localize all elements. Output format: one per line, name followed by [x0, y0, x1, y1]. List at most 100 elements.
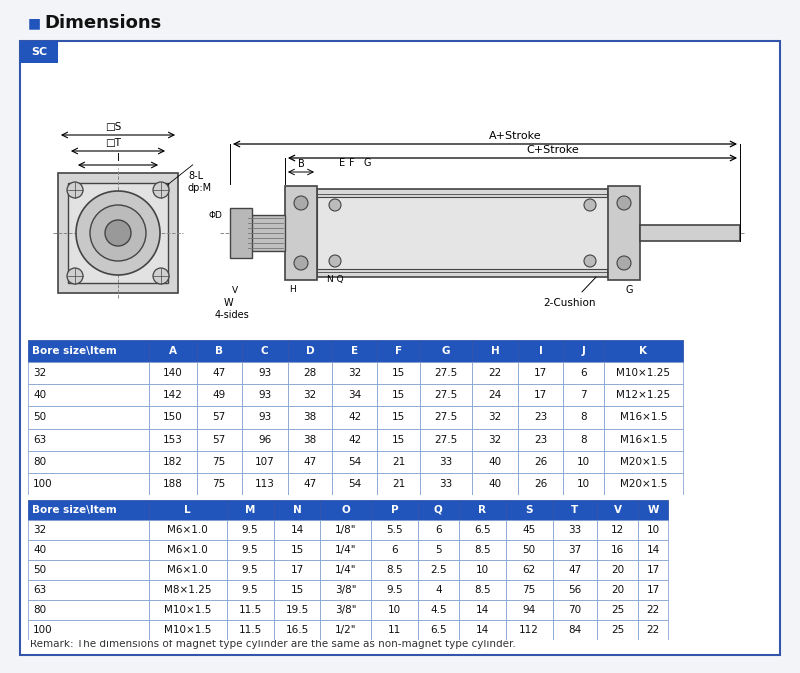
Text: V: V	[614, 505, 622, 515]
Bar	[226, 520, 274, 540]
Bar	[320, 560, 371, 580]
Bar	[604, 451, 682, 473]
Text: 15: 15	[392, 368, 405, 378]
Bar	[418, 560, 458, 580]
Text: B: B	[298, 159, 304, 169]
Text: 80: 80	[34, 457, 46, 467]
Bar	[604, 340, 682, 362]
Text: 32: 32	[489, 435, 502, 445]
Bar	[197, 406, 242, 429]
Text: V: V	[232, 286, 238, 295]
Text: 15: 15	[290, 585, 303, 595]
Bar	[149, 500, 226, 520]
Bar	[226, 500, 274, 520]
Text: 100: 100	[34, 479, 53, 489]
Text: 8: 8	[580, 435, 586, 445]
Bar	[518, 473, 563, 495]
Bar	[288, 362, 332, 384]
Text: 1/4": 1/4"	[335, 545, 357, 555]
Text: I: I	[538, 346, 542, 356]
Bar	[518, 384, 563, 406]
Text: 113: 113	[254, 479, 274, 489]
Bar	[553, 520, 597, 540]
Bar	[320, 620, 371, 640]
Text: 15: 15	[290, 545, 303, 555]
Text: M10×1.25: M10×1.25	[616, 368, 670, 378]
Bar	[288, 384, 332, 406]
Bar	[458, 500, 506, 520]
Text: R: R	[332, 209, 338, 218]
Text: ΦD: ΦD	[208, 211, 222, 219]
Bar	[518, 429, 563, 451]
Text: 93: 93	[258, 368, 271, 378]
Text: 28: 28	[303, 368, 317, 378]
Text: □T: □T	[105, 138, 121, 148]
Bar	[377, 451, 420, 473]
Bar	[458, 540, 506, 560]
Text: 4-sides: 4-sides	[214, 310, 250, 320]
Bar	[506, 580, 553, 600]
Bar	[149, 600, 226, 620]
Text: 40: 40	[34, 545, 46, 555]
Text: 93: 93	[258, 413, 271, 423]
Circle shape	[67, 268, 83, 284]
Bar	[377, 362, 420, 384]
Text: 16.5: 16.5	[286, 625, 309, 635]
Bar	[597, 600, 638, 620]
Text: P: P	[339, 229, 344, 238]
Text: R: R	[478, 505, 486, 515]
Text: 14: 14	[475, 625, 489, 635]
Text: 20: 20	[611, 565, 624, 575]
Bar	[371, 560, 418, 580]
Text: C: C	[261, 346, 269, 356]
Bar	[506, 620, 553, 640]
Bar	[377, 406, 420, 429]
Text: H: H	[491, 346, 500, 356]
Text: 40: 40	[34, 390, 46, 400]
Text: 4.5: 4.5	[430, 605, 446, 615]
Bar	[377, 429, 420, 451]
Bar	[149, 384, 197, 406]
Text: 107: 107	[254, 457, 274, 467]
Text: F: F	[349, 158, 355, 168]
Bar	[274, 540, 320, 560]
Bar	[604, 406, 682, 429]
Text: Bore size\Item: Bore size\Item	[32, 505, 117, 515]
Bar	[317, 197, 608, 269]
Bar	[320, 520, 371, 540]
Bar	[28, 520, 149, 540]
Text: 1/8": 1/8"	[335, 525, 357, 535]
Text: 26: 26	[534, 479, 547, 489]
Text: M12×1.25: M12×1.25	[616, 390, 670, 400]
Circle shape	[329, 255, 341, 267]
Text: 150: 150	[163, 413, 182, 423]
Bar	[274, 620, 320, 640]
Bar	[420, 406, 472, 429]
Bar	[638, 620, 668, 640]
Bar	[274, 580, 320, 600]
Text: 15: 15	[392, 413, 405, 423]
Text: 3/8": 3/8"	[335, 585, 357, 595]
Bar	[242, 451, 288, 473]
Text: H: H	[289, 285, 296, 294]
Text: Remark: The dimensions of magnet type cylinder are the same as non-magnet type c: Remark: The dimensions of magnet type cy…	[30, 639, 516, 649]
Text: R: R	[586, 209, 593, 218]
Bar	[58, 173, 178, 293]
Bar	[472, 451, 518, 473]
Bar	[563, 384, 604, 406]
Bar	[506, 600, 553, 620]
Text: M6×1.0: M6×1.0	[167, 545, 208, 555]
Bar	[638, 540, 668, 560]
Bar	[420, 451, 472, 473]
Bar	[458, 560, 506, 580]
Text: 9.5: 9.5	[242, 525, 258, 535]
Bar	[371, 540, 418, 560]
Text: 9.5: 9.5	[242, 565, 258, 575]
Text: G: G	[442, 346, 450, 356]
Bar	[28, 580, 149, 600]
Bar	[149, 540, 226, 560]
Text: 1/4": 1/4"	[335, 565, 357, 575]
Text: O: O	[342, 505, 350, 515]
Circle shape	[617, 256, 631, 270]
Bar	[518, 451, 563, 473]
